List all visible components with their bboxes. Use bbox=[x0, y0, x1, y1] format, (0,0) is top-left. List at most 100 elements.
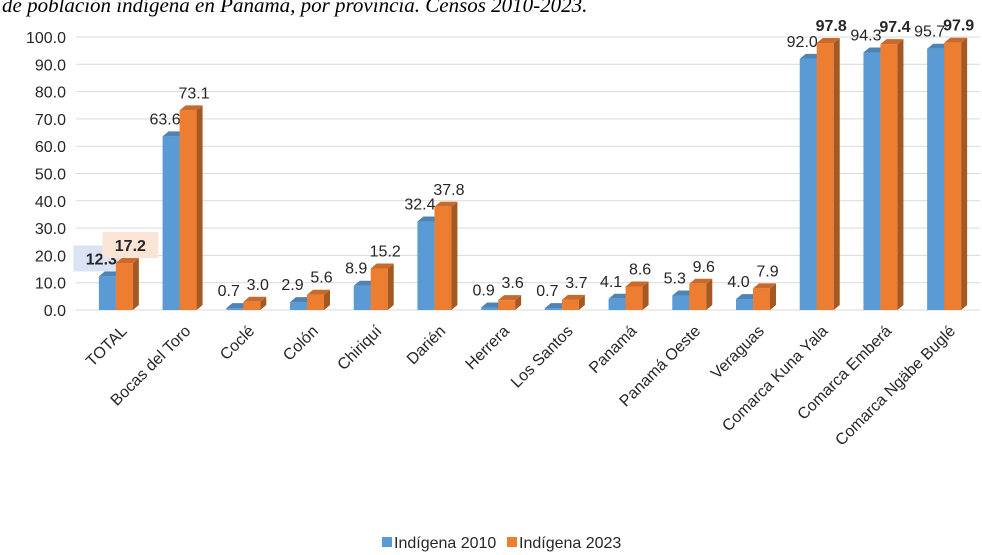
y-tick-label: 30.0 bbox=[35, 221, 66, 238]
y-tick-label: 90.0 bbox=[35, 57, 66, 74]
data-label: 2.9 bbox=[281, 277, 303, 294]
bar-front bbox=[625, 286, 643, 310]
bar-top bbox=[243, 296, 267, 302]
bar-front bbox=[736, 299, 753, 310]
bar-front bbox=[672, 295, 690, 310]
x-tick-label: Veraguas bbox=[708, 323, 768, 383]
x-tick-label: Darién bbox=[404, 323, 449, 368]
bar bbox=[307, 289, 330, 310]
data-label: 7.9 bbox=[756, 263, 778, 280]
bar-top bbox=[561, 294, 585, 300]
data-label: 3.0 bbox=[247, 277, 269, 294]
bar-top bbox=[498, 295, 522, 301]
bar-side bbox=[260, 296, 267, 310]
bar-side bbox=[132, 258, 139, 310]
bar bbox=[498, 295, 522, 310]
bar-front bbox=[498, 300, 516, 310]
bar-top bbox=[434, 201, 458, 207]
bar-side bbox=[961, 37, 968, 310]
y-tick-label: 20.0 bbox=[35, 248, 66, 265]
data-label: 0.9 bbox=[473, 283, 495, 300]
y-tick-label: 50.0 bbox=[35, 167, 66, 184]
bar-front bbox=[816, 43, 834, 310]
bar-front bbox=[290, 302, 307, 310]
data-label: 73.1 bbox=[179, 85, 210, 102]
bar-top bbox=[753, 283, 776, 289]
data-label: 0.7 bbox=[218, 283, 240, 300]
bar bbox=[880, 39, 904, 311]
bar-top bbox=[880, 39, 904, 45]
bar-front bbox=[417, 221, 435, 310]
data-label: 15.2 bbox=[370, 244, 401, 261]
legend-swatch bbox=[382, 537, 392, 547]
bar-front bbox=[162, 136, 180, 310]
bar bbox=[625, 281, 649, 310]
bar-top bbox=[689, 278, 713, 284]
data-label: 97.9 bbox=[943, 18, 974, 35]
bar-front bbox=[98, 276, 116, 310]
bar-top bbox=[179, 105, 203, 111]
legend-label: Indígena 2010 bbox=[394, 535, 496, 552]
bar-side bbox=[324, 289, 330, 310]
bar-front bbox=[179, 110, 197, 310]
bar-front bbox=[753, 288, 770, 310]
chart-title: de población indígena en Panamá, por pro… bbox=[2, 0, 587, 17]
x-tick-label: Panamá bbox=[586, 323, 640, 377]
bar-front bbox=[689, 283, 707, 310]
y-tick-label: 10.0 bbox=[35, 276, 66, 293]
bar-side bbox=[196, 105, 203, 310]
bar-side bbox=[642, 281, 649, 310]
bar bbox=[561, 294, 585, 310]
bar bbox=[243, 296, 267, 310]
y-tick-label: 80.0 bbox=[35, 85, 66, 102]
y-tick-label: 40.0 bbox=[35, 194, 66, 211]
data-label: 8.6 bbox=[629, 262, 651, 279]
data-label: 9.6 bbox=[693, 259, 715, 276]
bar-front bbox=[115, 263, 133, 310]
bar-top bbox=[816, 38, 840, 44]
y-tick-label: 100.0 bbox=[26, 30, 66, 47]
x-tick-label: Los Santos bbox=[508, 323, 577, 392]
data-label: 5.3 bbox=[664, 271, 686, 288]
bar-side bbox=[770, 283, 776, 310]
y-tick-label: 0.0 bbox=[44, 303, 66, 320]
bar-side bbox=[451, 201, 458, 310]
y-tick-label: 70.0 bbox=[35, 112, 66, 129]
bar-side bbox=[387, 263, 394, 310]
data-label: 63.6 bbox=[150, 111, 181, 128]
bar bbox=[944, 37, 968, 310]
bar-front bbox=[353, 285, 371, 310]
legend-label: Indígena 2023 bbox=[519, 535, 621, 552]
y-tick-label: 60.0 bbox=[35, 139, 66, 156]
bar bbox=[816, 38, 840, 310]
bar-front bbox=[927, 48, 945, 310]
data-label: 95.7 bbox=[914, 24, 945, 41]
bar-front bbox=[561, 299, 579, 310]
legend-swatch bbox=[507, 537, 517, 547]
bar-top bbox=[307, 289, 330, 295]
bar bbox=[753, 283, 776, 310]
bar-top bbox=[115, 258, 139, 264]
bar-front bbox=[544, 308, 562, 310]
bar-front bbox=[863, 52, 881, 310]
bar-front bbox=[944, 42, 962, 310]
data-label: 4.1 bbox=[600, 274, 622, 291]
bar-side bbox=[515, 295, 522, 310]
data-label: 3.6 bbox=[502, 275, 524, 292]
bar-side bbox=[833, 38, 840, 310]
data-label: 94.3 bbox=[850, 28, 881, 45]
bar-front bbox=[307, 294, 324, 310]
data-label: 4.0 bbox=[727, 274, 749, 291]
data-label: 5.6 bbox=[310, 270, 332, 287]
bar-side bbox=[897, 39, 904, 311]
bar bbox=[434, 201, 458, 310]
bar bbox=[115, 258, 139, 310]
bar-front bbox=[481, 307, 499, 310]
bar bbox=[370, 263, 394, 310]
x-tick-label: Colón bbox=[280, 323, 322, 365]
x-tick-label: Chiriquí bbox=[335, 322, 386, 373]
data-label: 97.8 bbox=[816, 18, 847, 35]
data-label: 37.8 bbox=[433, 182, 464, 199]
x-tick-label: Herrera bbox=[463, 323, 513, 373]
data-label: 32.4 bbox=[404, 197, 435, 214]
